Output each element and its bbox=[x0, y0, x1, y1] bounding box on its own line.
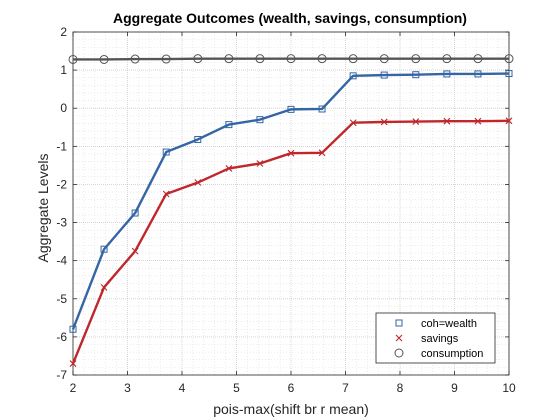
marker-square bbox=[225, 121, 233, 129]
marker-circle bbox=[68, 54, 78, 64]
series-consumption bbox=[68, 54, 514, 64]
x-axis-label: pois-max(shift br r mean) bbox=[213, 401, 369, 417]
marker-x bbox=[256, 160, 264, 167]
legend: coh=wealth savings consumption bbox=[375, 312, 496, 364]
marker-square bbox=[395, 319, 403, 327]
marker-x bbox=[443, 117, 451, 125]
marker-circle bbox=[130, 54, 140, 64]
marker-x bbox=[131, 247, 139, 255]
marker-square bbox=[131, 209, 139, 217]
marker-x bbox=[100, 283, 108, 291]
marker-x bbox=[225, 165, 233, 172]
marker-x bbox=[318, 149, 326, 157]
legend-entry-consumption: consumption bbox=[394, 348, 483, 360]
x-tick-label: 4 bbox=[179, 381, 186, 395]
marker-square bbox=[474, 70, 482, 78]
marker-circle bbox=[411, 54, 421, 64]
legend-box bbox=[375, 312, 496, 364]
marker-circle bbox=[255, 54, 265, 64]
legend-entry-savings: savings bbox=[395, 333, 459, 345]
x-tick-label: 8 bbox=[397, 381, 404, 395]
x-tick-label: 10 bbox=[502, 381, 516, 395]
marker-x bbox=[349, 119, 357, 127]
marker-x bbox=[395, 334, 403, 342]
marker-square bbox=[380, 71, 388, 79]
y-tick-label: -4 bbox=[56, 254, 67, 268]
marker-x bbox=[380, 118, 388, 126]
y-tick-label: 2 bbox=[60, 25, 67, 39]
marker-circle bbox=[442, 54, 452, 64]
marker-circle bbox=[473, 54, 483, 64]
y-tick-label: 0 bbox=[60, 101, 67, 115]
marker-x bbox=[162, 190, 170, 198]
marker-square bbox=[162, 148, 170, 156]
marker-circle bbox=[286, 54, 296, 64]
axes: 2 3 4 5 6 7 8 9 10 -7 -6 -5 -4 -3 -2 -1 0 1 2 bbox=[56, 25, 516, 395]
x-tick-label: 9 bbox=[451, 381, 458, 395]
marker-circle bbox=[99, 54, 109, 64]
marker-square bbox=[443, 70, 451, 78]
series-line-coh-wealth bbox=[71, 72, 510, 330]
marker-square bbox=[318, 105, 326, 113]
series-coh-wealth bbox=[69, 70, 513, 333]
y-tick-label: -6 bbox=[56, 330, 67, 344]
marker-square bbox=[412, 71, 420, 79]
marker-circle bbox=[379, 54, 389, 64]
legend-label-savings: savings bbox=[421, 333, 459, 345]
x-tick-label: 2 bbox=[70, 381, 77, 395]
y-tick-label: -7 bbox=[56, 368, 67, 382]
marker-square bbox=[349, 72, 357, 80]
series-savings bbox=[69, 117, 513, 367]
marker-circle bbox=[504, 54, 514, 64]
legend-label-coh-wealth: coh=wealth bbox=[421, 318, 477, 330]
x-tick-label: 6 bbox=[288, 381, 295, 395]
marker-circle bbox=[394, 348, 404, 358]
marker-circle bbox=[317, 54, 327, 64]
y-tick-label: -5 bbox=[56, 292, 67, 306]
x-tick-label: 5 bbox=[233, 381, 240, 395]
y-tick-label: 1 bbox=[60, 63, 67, 77]
marker-x bbox=[287, 149, 295, 157]
marker-square bbox=[505, 70, 513, 78]
marker-circle bbox=[161, 54, 171, 64]
marker-square bbox=[256, 116, 264, 124]
legend-entry-coh-wealth: coh=wealth bbox=[395, 318, 477, 330]
marker-square bbox=[69, 325, 77, 333]
marker-square bbox=[100, 245, 108, 253]
marker-x bbox=[194, 179, 202, 186]
chart-title: Aggregate Outcomes (wealth, savings, con… bbox=[113, 10, 467, 26]
marker-circle bbox=[224, 54, 234, 64]
legend-label-consumption: consumption bbox=[421, 348, 483, 360]
y-tick-label: -2 bbox=[56, 177, 67, 191]
marker-circle bbox=[348, 54, 358, 64]
x-tick-label: 7 bbox=[342, 381, 349, 395]
marker-square bbox=[287, 105, 295, 113]
y-axis-label: Aggregate Levels bbox=[35, 154, 51, 263]
series-line-consumption bbox=[73, 57, 509, 61]
marker-square bbox=[194, 135, 202, 143]
marker-x bbox=[412, 118, 420, 125]
marker-circle bbox=[193, 54, 203, 64]
y-tick-label: -1 bbox=[56, 139, 67, 153]
marker-x bbox=[474, 117, 482, 125]
y-tick-label: -3 bbox=[56, 216, 67, 230]
x-tick-label: 3 bbox=[124, 381, 131, 395]
marker-x bbox=[69, 360, 77, 367]
marker-x bbox=[505, 117, 513, 125]
